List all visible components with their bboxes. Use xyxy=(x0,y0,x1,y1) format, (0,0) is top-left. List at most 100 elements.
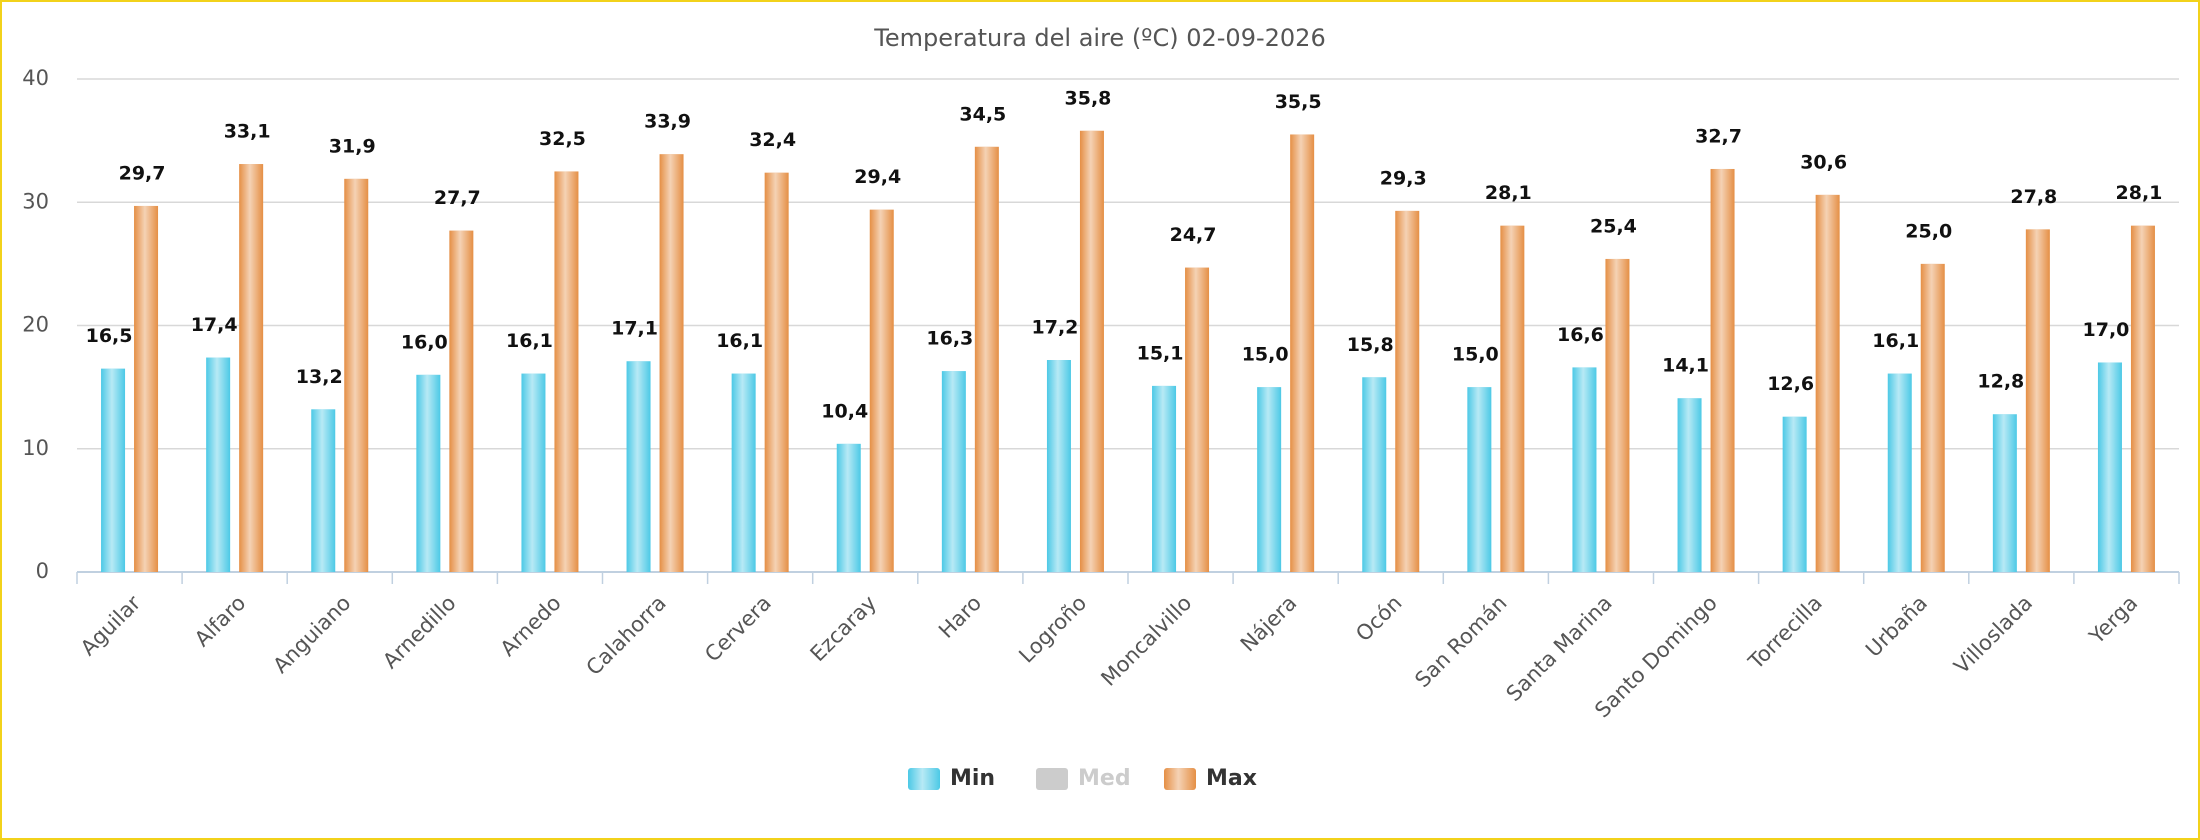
bar-highlight xyxy=(1152,385,1177,572)
bar-highlight xyxy=(449,230,474,572)
bar-highlight xyxy=(1920,263,1945,572)
bar-highlight xyxy=(2025,229,2050,573)
bar-highlight xyxy=(1992,414,2017,572)
chart-title: Temperatura del aire (ºC) 02-09-2026 xyxy=(873,24,1325,52)
bar-highlight xyxy=(1605,258,1630,572)
data-label: 28,1 xyxy=(2116,182,2163,204)
data-label: 29,3 xyxy=(1380,167,1427,189)
x-tick-label: Aguilar xyxy=(76,591,146,661)
data-label: 16,0 xyxy=(401,331,448,353)
legend-label[interactable]: Med xyxy=(1078,766,1131,791)
bar-highlight xyxy=(521,373,546,572)
x-tick-label: Calahorra xyxy=(582,591,671,680)
data-label: 29,4 xyxy=(854,166,901,188)
data-label: 24,7 xyxy=(1170,224,1217,246)
x-tick-label: Haro xyxy=(934,591,986,643)
bar-highlight xyxy=(1362,377,1387,572)
y-tick-label: 0 xyxy=(36,559,49,583)
x-tick-label: Anguiano xyxy=(268,591,355,678)
data-label: 16,5 xyxy=(86,325,133,347)
bar-highlight xyxy=(1887,373,1912,572)
data-label: 25,4 xyxy=(1590,215,1637,237)
x-tick-label: Logroño xyxy=(1014,591,1091,668)
bar-highlight xyxy=(1500,225,1525,573)
data-label: 15,1 xyxy=(1137,342,1184,364)
x-tick-label: Arnedo xyxy=(496,591,566,661)
bar-highlight xyxy=(416,374,441,572)
bar-highlight xyxy=(1572,367,1597,572)
data-label: 28,1 xyxy=(1485,182,1532,204)
bar-highlight xyxy=(1046,360,1071,572)
x-tick-label: Nájera xyxy=(1236,591,1302,657)
legend-label[interactable]: Max xyxy=(1206,766,1257,791)
legend-label[interactable]: Min xyxy=(950,766,995,791)
bar-highlight xyxy=(1257,387,1282,572)
data-label: 32,5 xyxy=(539,128,586,150)
bar-highlight xyxy=(941,371,966,572)
bar-highlight xyxy=(239,164,264,573)
y-tick-label: 30 xyxy=(22,189,49,213)
data-label: 27,7 xyxy=(434,187,481,209)
bar-highlight xyxy=(626,361,651,572)
data-label: 16,1 xyxy=(506,330,553,352)
data-label: 17,0 xyxy=(2083,319,2130,341)
data-label: 16,1 xyxy=(716,330,763,352)
bar-highlight xyxy=(659,154,684,572)
bar-highlight xyxy=(1782,416,1807,572)
bar-highlight xyxy=(1677,398,1702,572)
data-label: 31,9 xyxy=(329,135,376,157)
x-tick-label: Ocón xyxy=(1351,591,1406,646)
bar-highlight xyxy=(1395,210,1420,572)
data-label: 15,8 xyxy=(1347,334,1394,356)
x-tick-label: Alfaro xyxy=(190,591,250,651)
bar-highlight xyxy=(2097,362,2122,572)
data-label: 10,4 xyxy=(821,400,868,422)
y-tick-label: 10 xyxy=(22,436,49,460)
bar-highlight xyxy=(764,172,789,573)
data-label: 17,1 xyxy=(611,318,658,340)
bar-highlight xyxy=(731,373,756,572)
y-tick-label: 40 xyxy=(22,66,49,90)
bar-highlight xyxy=(2130,225,2155,573)
bar-highlight xyxy=(1710,168,1735,572)
data-label: 35,5 xyxy=(1275,91,1322,113)
x-tick-label: Moncalvillo xyxy=(1096,591,1196,691)
x-tick-label: Yerga xyxy=(2084,591,2142,649)
data-label: 13,2 xyxy=(296,366,343,388)
data-label: 16,6 xyxy=(1557,324,1604,346)
bar-highlight xyxy=(836,443,861,572)
data-label: 16,3 xyxy=(926,328,973,350)
bar-highlight xyxy=(206,357,231,572)
bar-highlight xyxy=(869,209,894,572)
bar-highlight xyxy=(1185,267,1210,572)
data-label: 15,0 xyxy=(1242,344,1289,366)
legend-swatch-highlight xyxy=(1164,768,1196,790)
data-label: 35,8 xyxy=(1065,87,1112,109)
data-label: 33,9 xyxy=(644,111,691,133)
data-label: 16,1 xyxy=(1872,330,1919,352)
bar-highlight xyxy=(1467,387,1492,572)
bar-highlight xyxy=(1079,130,1104,572)
bar-highlight xyxy=(1815,194,1840,573)
data-label: 29,7 xyxy=(119,162,166,184)
data-label: 30,6 xyxy=(1800,151,1847,173)
bar-highlight xyxy=(134,205,159,572)
data-label: 15,0 xyxy=(1452,344,1499,366)
bar-highlight xyxy=(101,368,126,572)
data-label: 32,7 xyxy=(1695,125,1742,147)
data-label: 27,8 xyxy=(2010,186,2057,208)
x-tick-label: Cervera xyxy=(700,591,776,667)
data-label: 17,2 xyxy=(1032,317,1079,339)
data-label: 33,1 xyxy=(224,121,271,143)
bar-highlight xyxy=(554,171,579,572)
legend-swatch[interactable] xyxy=(1036,768,1068,790)
x-tick-label: Villoslada xyxy=(1949,591,2037,679)
data-label: 32,4 xyxy=(749,129,796,151)
data-label: 12,6 xyxy=(1767,373,1814,395)
data-label: 17,4 xyxy=(191,314,238,336)
x-tick-label: Arnedillo xyxy=(378,591,460,673)
x-tick-label: San Román xyxy=(1410,591,1511,692)
bar-highlight xyxy=(311,409,336,572)
